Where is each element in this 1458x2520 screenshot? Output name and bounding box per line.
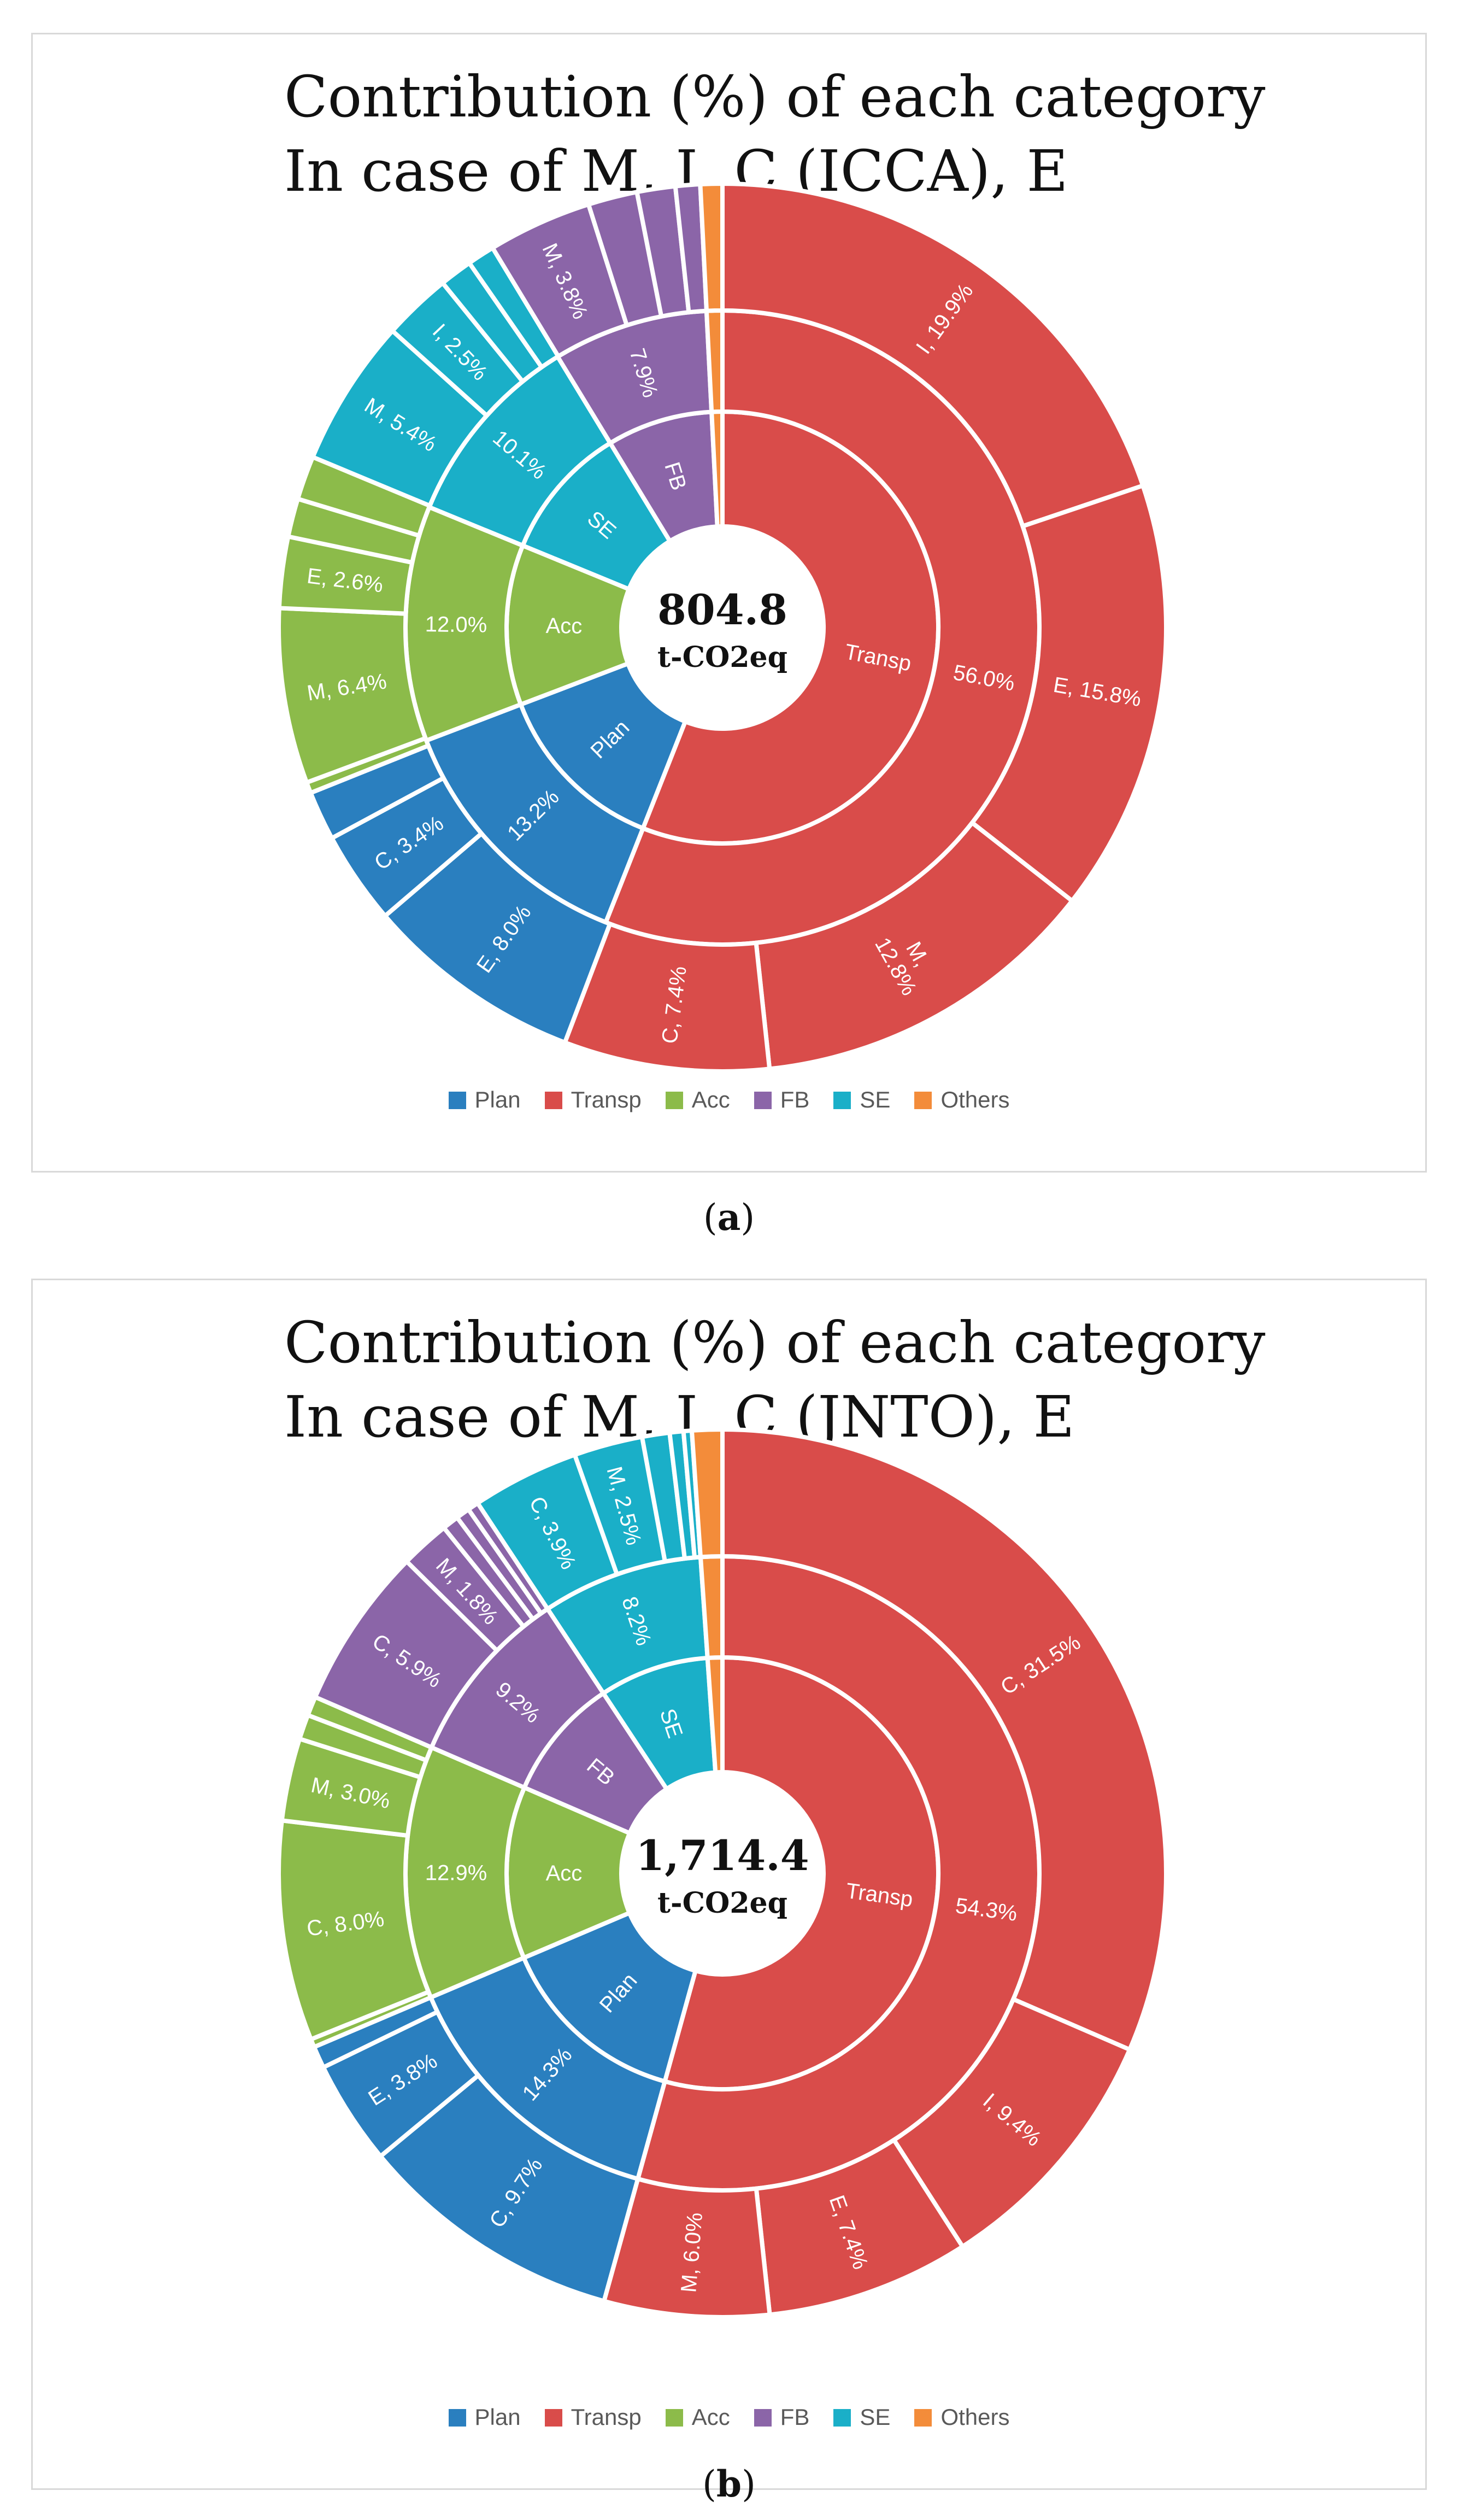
legend-swatch: [754, 2409, 772, 2427]
sunburst-chart-a: TranspPlanAccSEFB56.0%13.2%12.0%10.1%7.9…: [277, 181, 1168, 1074]
chart-panel-b: Contribution (%) of each category In cas…: [31, 1279, 1427, 2490]
legend-item-others: Others: [914, 1087, 1010, 1113]
legend-label: FB: [780, 2404, 810, 2430]
outer-ring-segment-transp: [720, 1427, 1169, 2052]
legend-label: Transp: [571, 2404, 642, 2430]
legend-label: Acc: [691, 2404, 730, 2430]
legend-swatch: [914, 1092, 932, 1109]
legend-item-plan: Plan: [448, 2404, 521, 2430]
sunburst-chart-b: TranspPlanAccFBSE54.3%14.3%12.9%9.2%8.2%…: [277, 1427, 1169, 2319]
middle-ring-segment-others: [704, 308, 725, 414]
caption-b: (b): [702, 2463, 756, 2505]
legend-item-acc: Acc: [665, 2404, 730, 2430]
legend-item-transp: Transp: [544, 1087, 642, 1113]
legend-item-plan: Plan: [448, 1087, 521, 1113]
legend-item-others: Others: [914, 2404, 1010, 2430]
inner-ring-label: Acc: [546, 1861, 583, 1885]
legend-swatch: [544, 2409, 562, 2427]
legend-item-acc: Acc: [665, 1087, 730, 1113]
legend-swatch: [914, 2409, 932, 2427]
middle-ring-label: 12.0%: [425, 612, 487, 637]
center-total-value: 804.8: [657, 585, 787, 634]
chart-panel-a: Contribution (%) of each category In cas…: [31, 33, 1427, 1173]
legend-label: Acc: [691, 1087, 730, 1112]
outer-ring-segment-transp: [720, 181, 1145, 529]
legend: Plan Transp Acc FB SE Others: [33, 2404, 1425, 2430]
legend-swatch: [665, 1092, 683, 1109]
caption-a: (a): [703, 1196, 755, 1239]
center-unit: t-CO2eq: [657, 1886, 787, 1920]
legend-label: SE: [860, 1087, 891, 1112]
legend-label: Others: [940, 2404, 1010, 2430]
legend-swatch: [665, 2409, 683, 2427]
legend-item-se: SE: [833, 2404, 890, 2430]
legend-label: Plan: [474, 1087, 521, 1112]
center-hole: [624, 529, 821, 726]
legend-swatch: [448, 2409, 466, 2427]
legend-label: Others: [940, 1087, 1010, 1112]
legend-label: Transp: [571, 1087, 642, 1112]
legend-label: SE: [860, 2404, 891, 2430]
legend-item-fb: FB: [754, 1087, 810, 1113]
chart-title: Contribution (%) of each category: [284, 63, 1266, 130]
legend-swatch: [833, 1092, 851, 1109]
legend-item-transp: Transp: [544, 2404, 642, 2430]
middle-ring-label: 12.9%: [425, 1861, 487, 1885]
center-unit: t-CO2eq: [657, 641, 787, 674]
legend-swatch: [833, 2409, 851, 2427]
outer-ring-segment-others: [698, 181, 725, 313]
legend-swatch: [754, 1092, 772, 1109]
outer-ring-segment-others: [689, 1427, 725, 1560]
outer-ring-segment-transp: [970, 483, 1168, 904]
legend-item-fb: FB: [754, 2404, 810, 2430]
legend-swatch: [544, 1092, 562, 1109]
legend-item-se: SE: [833, 1087, 890, 1113]
legend-swatch: [448, 1092, 466, 1109]
center-total-value: 1,714.4: [636, 1831, 809, 1880]
center-hole: [624, 1774, 821, 1972]
chart-title: Contribution (%) of each category: [284, 1309, 1266, 1376]
legend-label: FB: [780, 1087, 810, 1112]
inner-ring-label: Acc: [545, 614, 582, 638]
legend: Plan Transp Acc FB SE Others: [33, 1087, 1425, 1113]
legend-label: Plan: [474, 2404, 521, 2430]
